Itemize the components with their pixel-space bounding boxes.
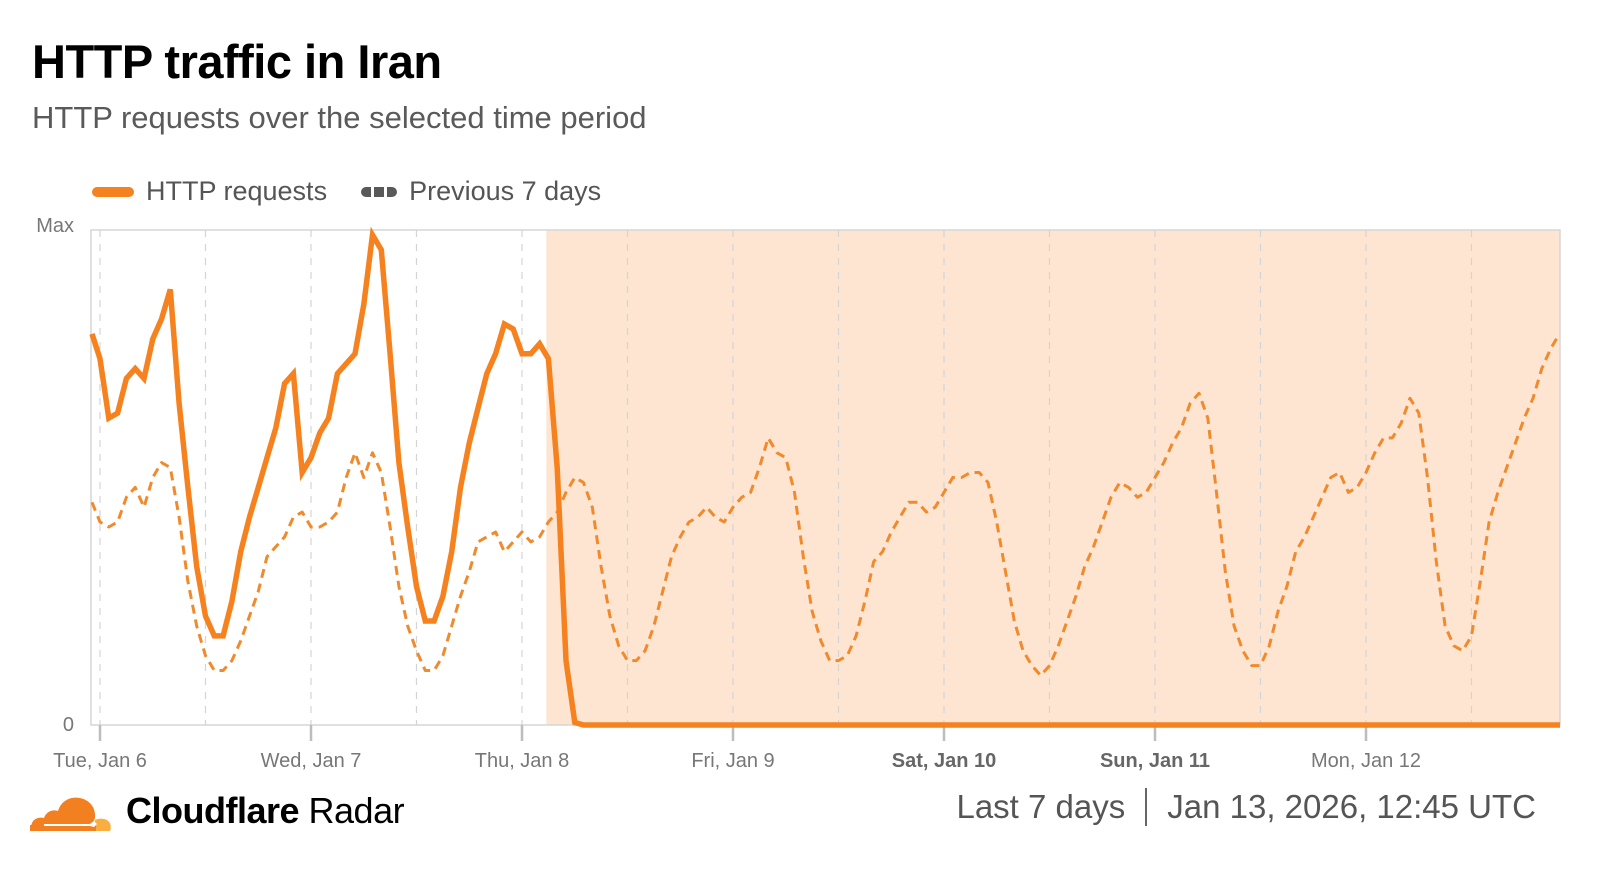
highlighted-period [546,230,1560,725]
x-axis-tick-label: Sun, Jan 11 [1100,750,1210,772]
time-range: Last 7 days [956,788,1126,825]
brand-name-light: Radar [308,790,405,831]
solid-line-icon [92,186,134,197]
x-axis-tick-label: Fri, Jan 9 [691,750,774,772]
page-subtitle: HTTP requests over the selected time per… [32,100,647,135]
dashed-line-icon [361,186,398,197]
cloudflare-logo-icon [30,797,111,831]
footer-meta: Last 7 days Jan 13, 2026, 12:45 UTC [956,788,1536,826]
legend-label: Previous 7 days [409,176,602,206]
x-axis-labels: Tue, Jan 6 Wed, Jan 7 Thu, Jan 8 Fri, Jan 9… [53,750,1421,772]
brand-name-bold: Cloudflare [126,790,300,831]
x-axis-tick-label: Sat, Jan 10 [892,750,997,772]
x-axis-tick-label: Wed, Jan 7 [261,750,362,772]
x-axis-tick-label: Thu, Jan 8 [475,750,570,772]
legend-label: HTTP requests [146,176,328,206]
brand[interactable]: Cloudflare Radar [30,790,405,832]
chart-legend: HTTP requests Previous 7 days [92,176,635,207]
series-previous-7-days [90,333,1561,677]
series-http-requests [89,226,1560,728]
page-title: HTTP traffic in Iran [32,35,442,88]
x-axis-tick-label: Tue, Jan 6 [53,750,147,772]
legend-item-previous-7-days[interactable]: Previous 7 days [361,176,601,207]
divider [1145,788,1148,826]
legend-item-http-requests[interactable]: HTTP requests [92,176,327,207]
y-axis-max-label: Max [36,215,74,237]
x-axis-tick-label: Mon, Jan 12 [1311,750,1421,772]
timestamp: Jan 13, 2026, 12:45 UTC [1167,788,1536,825]
y-axis-zero-label: 0 [63,714,74,736]
